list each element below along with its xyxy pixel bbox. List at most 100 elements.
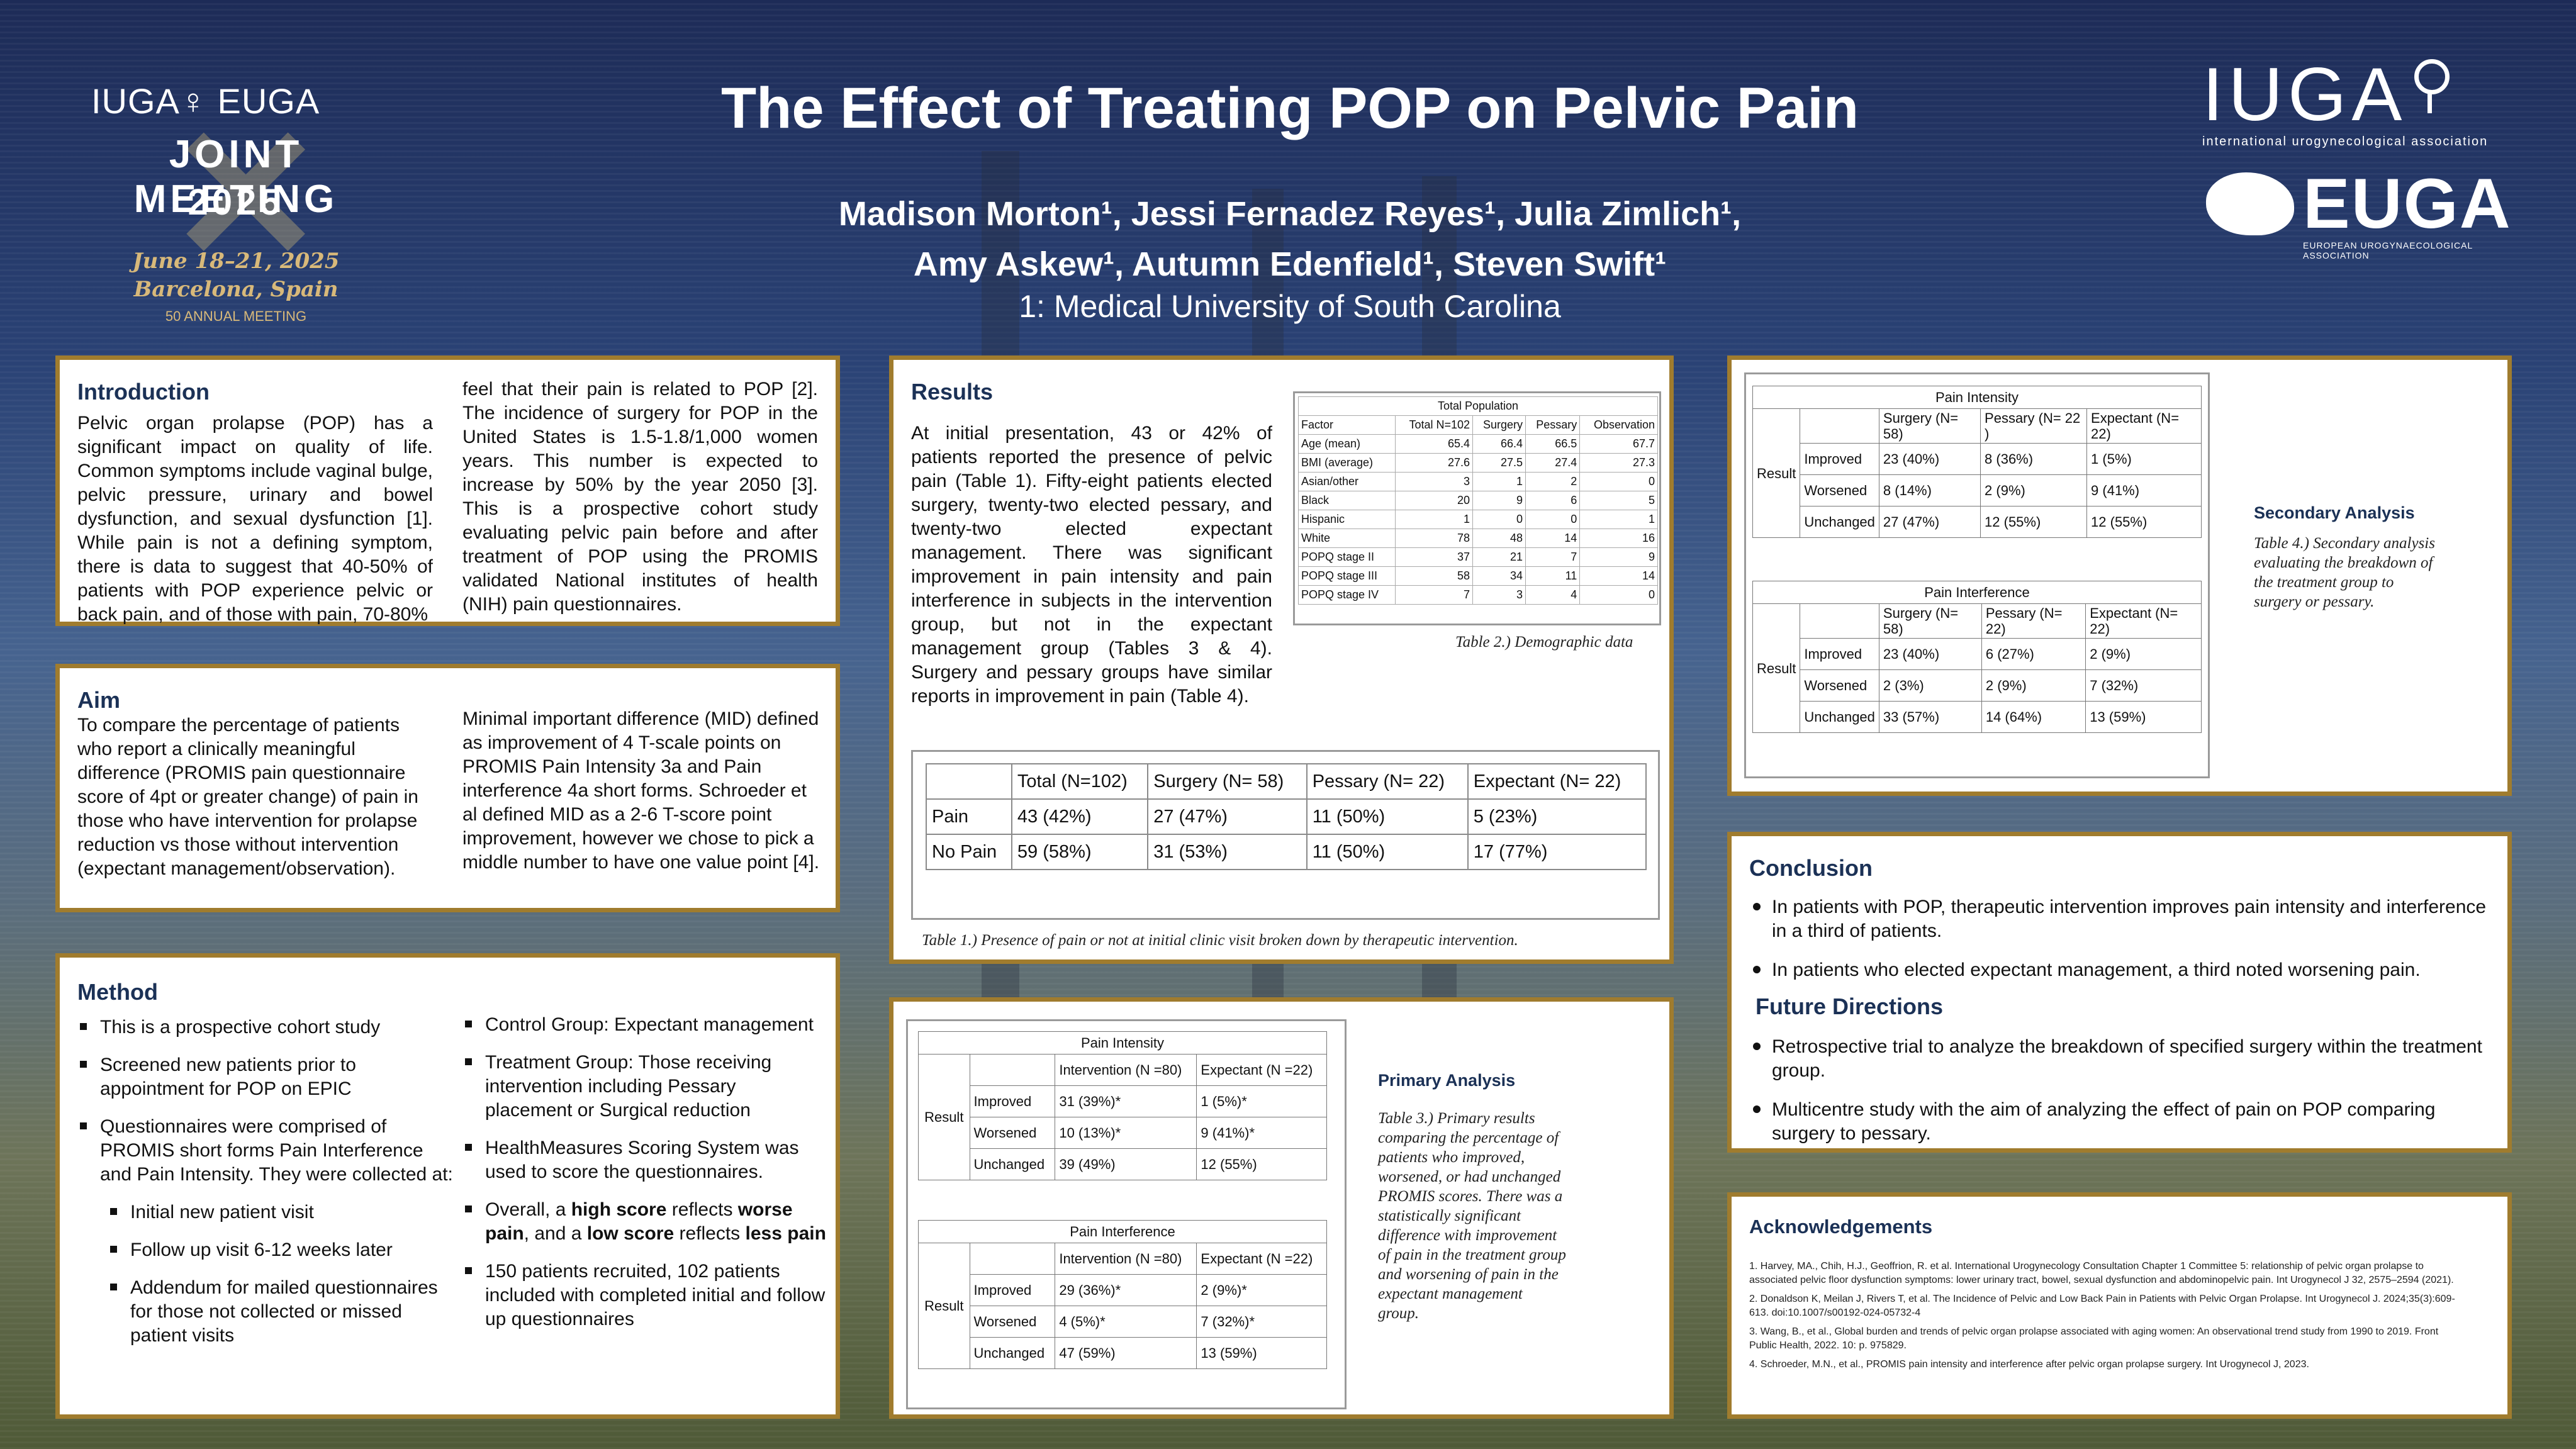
logo-anniversary: 50 ANNUAL MEETING — [165, 308, 307, 324]
table-cell: 27.5 — [1472, 453, 1526, 473]
table4-frame: Pain Intensity Result Surgery (N= 58) Pessa… — [1744, 372, 2210, 778]
table-cell: 47 (59%) — [1055, 1337, 1197, 1369]
table-cell: 31 (39%)* — [1055, 1085, 1197, 1117]
table-cell: 14 — [1525, 529, 1581, 548]
table-title: Pain Intensity — [918, 1031, 1327, 1055]
table-cell: 9 (41%)* — [1196, 1117, 1327, 1149]
table-cell: Worsened — [969, 1306, 1056, 1338]
table-cell: Hispanic — [1298, 510, 1396, 529]
table3-caption: Table 3.) Primary results comparing the … — [1378, 1110, 1566, 1322]
table-cell: Worsened — [1800, 669, 1879, 702]
table-title: Pain Intensity — [1752, 386, 2202, 409]
authors-line2: Amy Askew¹, Autumn Edenfield¹, Steven Sw… — [913, 245, 1667, 283]
table-cell: 9 — [1579, 547, 1658, 567]
table-cell: 6 — [1525, 491, 1581, 510]
table-header-cell: Expectant (N =22) — [1196, 1054, 1327, 1086]
table1-caption: Table 1.) Presence of pain or not at ini… — [922, 932, 1518, 949]
table-row: Worsened 4 (5%)* 7 (32%)* — [919, 1306, 1327, 1338]
method-list-1: This is a prospective cohort study Scree… — [77, 1015, 455, 1362]
method-list-2: Control Group: Expectant management Trea… — [462, 1013, 827, 1345]
results-text: At initial presentation, 43 or 42% of pa… — [911, 423, 1272, 707]
list-item: Multicentre study with the aim of analyz… — [1749, 1098, 2492, 1146]
list-item: Addendum for mailed questionnaires for t… — [108, 1276, 455, 1348]
table-cell: 67.7 — [1579, 434, 1658, 454]
table-cell: BMI (average) — [1298, 453, 1396, 473]
table-cell: POPQ stage III — [1298, 566, 1396, 586]
table-header-cell: Total (N=102) — [1011, 763, 1149, 800]
results-panel: Results At initial presentation, 43 or 4… — [889, 355, 1674, 964]
table-row: Worsened 10 (13%)* 9 (41%)* — [919, 1117, 1327, 1149]
table-cell: Age (mean) — [1298, 434, 1396, 454]
table-cell: 11 (50%) — [1306, 834, 1469, 870]
table-cell: 29 (36%)* — [1055, 1274, 1197, 1306]
table-cell: 0 — [1579, 585, 1658, 605]
poster-title: The Effect of Treating POP on Pelvic Pai… — [720, 76, 1859, 140]
table-cell: 11 (50%) — [1306, 798, 1469, 835]
table2-caption: Table 2.) Demographic data — [1455, 634, 1633, 651]
table-cell: 2 (9%) — [2085, 638, 2202, 670]
table-row: Age (mean) 65.4 66.4 66.5 67.7 — [1298, 434, 1658, 454]
table-cell: Asian/other — [1298, 472, 1396, 491]
table-row: Black 20 9 6 5 — [1298, 491, 1658, 510]
table3-pain-interference: Pain Interference Result Intervention (N =… — [918, 1220, 1327, 1369]
reference-item: 4. Schroeder, M.N., et al., PROMIS pain … — [1749, 1359, 2309, 1370]
table-cell: 2 (9%) — [1980, 474, 2088, 506]
table-cell: 37 — [1394, 547, 1474, 567]
list-item: HealthMeasures Scoring System was used t… — [462, 1136, 827, 1184]
table-header-row: Total (N=102) Surgery (N= 58) Pessary (N= … — [926, 763, 1647, 800]
table-cell: 31 (53%) — [1147, 834, 1308, 870]
table-cell: Improved — [1800, 443, 1879, 475]
logo-meeting: JOINT MEETING — [133, 133, 339, 221]
table1-frame: Total (N=102) Surgery (N= 58) Pessary (N= … — [911, 750, 1660, 920]
table-header-cell: Surgery (N= 58) — [1878, 408, 1981, 444]
table-cell: 43 (42%) — [1011, 798, 1149, 835]
table-cell: 7 — [1394, 585, 1474, 605]
table-cell: Improved — [1800, 638, 1879, 670]
acknowledgements-heading: Acknowledgements — [1749, 1216, 1933, 1238]
table-row: Improved 31 (39%)* 1 (5%)* — [919, 1085, 1327, 1117]
table-row: Improved 23 (40%) 6 (27%) 2 (9%) — [1753, 638, 2202, 670]
authors-line1: Madison Morton¹, Jessi Fernadez Reyes¹, … — [838, 195, 1742, 233]
table-cell: Unchanged — [1800, 506, 1879, 538]
table-title: Pain Interference — [918, 1220, 1327, 1243]
table-cell: 3 — [1394, 472, 1474, 491]
aim-heading: Aim — [77, 687, 121, 713]
table-cell: 1 — [1472, 472, 1526, 491]
list-item: Screened new patients prior to appointme… — [77, 1053, 455, 1101]
table-cell: 34 — [1472, 566, 1526, 586]
list-item: In patients with POP, therapeutic interv… — [1749, 895, 2492, 943]
table-cell: 14 (64%) — [1981, 701, 2086, 733]
table-header-row: Result Surgery (N= 58) Pessary (N= 22 ) Exp… — [1752, 408, 2202, 538]
euga-emblem-icon — [2206, 172, 2294, 235]
table-cell: 7 (32%) — [2085, 669, 2202, 702]
method-panel: Method This is a prospective cohort stud… — [55, 953, 840, 1419]
table-header-cell: Pessary (N= 22) — [1981, 603, 2086, 639]
method-heading: Method — [77, 979, 158, 1005]
table-header-cell: Factor — [1298, 415, 1396, 435]
table-cell: Worsened — [1800, 474, 1879, 506]
table-cell: 7 — [1525, 547, 1581, 567]
table-cell: 3 — [1472, 585, 1526, 605]
table-row: White 78 48 14 16 — [1298, 529, 1658, 548]
list-item: Follow up visit 6-12 weeks later — [108, 1238, 455, 1262]
table-header-cell: Intervention (N =80) — [1055, 1054, 1197, 1086]
list-item: Treatment Group: Those receiving interve… — [462, 1051, 827, 1122]
table-cell: 10 (13%)* — [1055, 1117, 1197, 1149]
table-header-cell: Surgery (N= 58) — [1147, 763, 1308, 800]
table-cell: 17 (77%) — [1467, 834, 1647, 870]
table-group-label: Result — [918, 1243, 970, 1369]
table-cell: 33 (57%) — [1878, 701, 1982, 733]
iuga-logo: IUGA — [2202, 57, 2504, 132]
table-cell: 1 (5%)* — [1196, 1085, 1327, 1117]
table-cell: Worsened — [969, 1117, 1056, 1149]
table-cell: 39 (49%) — [1055, 1148, 1197, 1180]
table-cell: 4 — [1525, 585, 1581, 605]
demographics-table-frame: Total Population Factor Total N=102 Surgery… — [1293, 391, 1661, 625]
iuga-subtitle: international urogynecological associati… — [2202, 135, 2489, 148]
table-header-cell: Surgery (N= 58) — [1878, 603, 1982, 639]
list-item: Initial new patient visit — [108, 1200, 455, 1224]
list-item-overall: Overall, a high score reflects worse pai… — [462, 1198, 827, 1246]
table-header-row: Result Surgery (N= 58) Pessary (N= 22) Expe… — [1752, 603, 2202, 733]
table-header-cell: Expectant (N= 22) — [2085, 603, 2202, 639]
table-cell: 0 — [1472, 510, 1526, 529]
